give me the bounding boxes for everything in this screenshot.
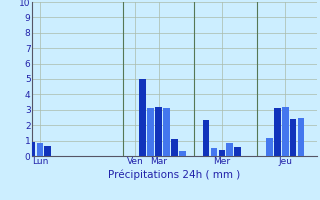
Bar: [147, 108, 154, 156]
Bar: [290, 119, 296, 156]
Bar: [179, 151, 186, 156]
Bar: [234, 147, 241, 156]
Bar: [211, 148, 217, 156]
Bar: [219, 150, 225, 156]
Bar: [163, 108, 170, 156]
Bar: [282, 107, 289, 156]
Bar: [28, 142, 36, 156]
Bar: [266, 138, 273, 156]
Bar: [44, 146, 51, 156]
Bar: [274, 108, 281, 156]
Bar: [140, 79, 146, 156]
Bar: [203, 120, 209, 156]
Bar: [155, 107, 162, 156]
X-axis label: Précipitations 24h ( mm ): Précipitations 24h ( mm ): [108, 169, 241, 180]
Bar: [171, 139, 178, 156]
Bar: [227, 143, 233, 156]
Bar: [36, 143, 43, 156]
Bar: [298, 118, 304, 156]
